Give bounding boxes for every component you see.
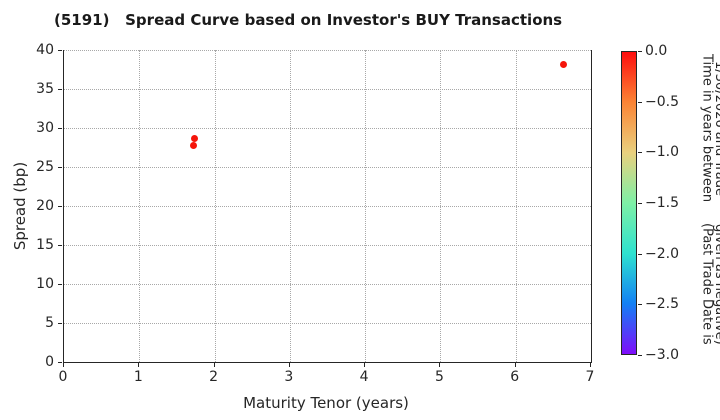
colorbar-label: Time in years between 1/30/2026 and Trad… xyxy=(700,50,720,362)
x-tickmark xyxy=(514,363,516,367)
x-tick-label: 6 xyxy=(510,369,520,385)
x-tickmark xyxy=(138,363,140,367)
v-gridline xyxy=(365,50,367,362)
y-tick-label: 20 xyxy=(36,198,54,214)
y-tickmark xyxy=(58,167,62,168)
colorbar-tick-label: −1.5 xyxy=(645,195,679,211)
x-axis-label: Maturity Tenor (years) xyxy=(243,394,409,412)
h-gridline xyxy=(64,245,591,246)
colorbar-label-line1: Time in years between 1/30/2026 and Trad… xyxy=(699,53,720,203)
x-tick-label: 0 xyxy=(58,369,68,385)
colorbar-tickmark xyxy=(638,304,642,306)
h-gridline xyxy=(64,323,591,324)
x-tickmark xyxy=(590,363,591,367)
x-tickmark xyxy=(439,363,441,367)
v-gridline xyxy=(289,50,291,362)
y-tick-label: 25 xyxy=(36,159,54,175)
v-gridline xyxy=(515,50,517,362)
x-tickmark xyxy=(213,363,215,367)
colorbar-tick-label: −0.5 xyxy=(645,93,679,110)
x-tickmark xyxy=(288,363,290,367)
colorbar-tickmark xyxy=(638,101,642,103)
colorbar-tick-label: −2.0 xyxy=(645,245,679,262)
data-point xyxy=(189,141,197,149)
colorbar-tickmark xyxy=(638,253,642,255)
x-tick-label: 5 xyxy=(434,369,444,385)
colorbar-tick-label: 0.0 xyxy=(645,43,668,59)
colorbar-tickmark xyxy=(638,203,642,204)
y-tick-label: 30 xyxy=(36,120,54,136)
chart-title: (5191) Spread Curve based on Investor's … xyxy=(54,11,563,29)
h-gridline xyxy=(64,50,591,51)
colorbar-tick-label: −1.0 xyxy=(645,144,679,161)
x-tickmark xyxy=(63,363,64,367)
y-tick-label: 40 xyxy=(36,42,54,58)
colorbar-tick-label: −2.5 xyxy=(645,296,679,313)
x-tick-label: 7 xyxy=(585,369,595,385)
h-gridline xyxy=(64,89,591,90)
y-tick-label: 0 xyxy=(45,354,54,370)
y-tickmark xyxy=(58,362,62,363)
colorbar-tickmark xyxy=(638,51,642,52)
y-tick-label: 15 xyxy=(36,237,54,253)
x-tick-label: 4 xyxy=(359,369,369,385)
y-tick-label: 35 xyxy=(36,81,54,97)
colorbar-tick-label: −3.0 xyxy=(645,347,679,363)
y-tickmark xyxy=(58,284,62,285)
v-gridline xyxy=(139,50,141,362)
h-gridline xyxy=(64,167,591,168)
colorbar xyxy=(621,51,637,355)
x-tick-label: 1 xyxy=(133,369,143,385)
y-tickmark xyxy=(58,323,62,324)
y-tickmark xyxy=(58,128,62,129)
colorbar-tickmark xyxy=(638,152,642,154)
y-tick-label: 5 xyxy=(45,315,54,331)
h-gridline xyxy=(64,128,591,129)
v-gridline xyxy=(440,50,442,362)
y-tickmark xyxy=(58,89,62,90)
h-gridline xyxy=(64,284,591,285)
y-tickmark xyxy=(58,206,62,207)
h-gridline xyxy=(64,206,591,207)
y-tick-label: 10 xyxy=(36,276,54,292)
v-gridline xyxy=(214,50,216,362)
colorbar-tickmark xyxy=(638,355,642,356)
data-point xyxy=(190,135,198,143)
data-point xyxy=(560,61,568,69)
y-tickmark xyxy=(58,245,62,246)
x-tick-label: 2 xyxy=(209,369,219,385)
colorbar-label-line2: (Past Trade Date is given as negative) xyxy=(699,223,720,345)
x-tickmark xyxy=(364,363,366,367)
plot-area xyxy=(63,50,592,363)
x-tick-label: 3 xyxy=(284,369,294,385)
y-tickmark xyxy=(58,50,62,51)
